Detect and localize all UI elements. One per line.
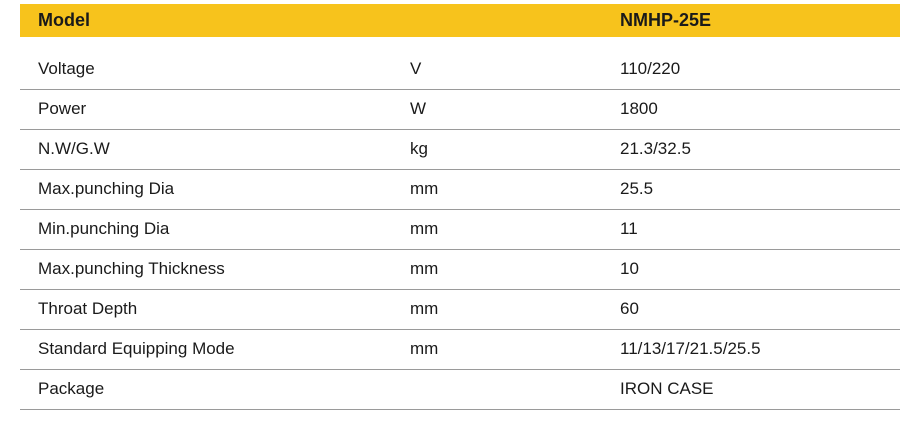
row-divider xyxy=(20,129,900,130)
row-label: Voltage xyxy=(38,59,95,78)
header-row xyxy=(20,4,900,37)
row-unit: W xyxy=(410,99,427,118)
row-label: Standard Equipping Mode xyxy=(38,339,235,358)
row-unit: mm xyxy=(410,219,439,238)
row-label: Package xyxy=(38,379,105,398)
row-label: Power xyxy=(38,99,87,118)
row-divider xyxy=(20,369,900,370)
row-value: 11 xyxy=(620,219,638,238)
row-unit: mm xyxy=(410,259,439,278)
row-unit: V xyxy=(410,59,422,78)
row-unit: kg xyxy=(410,139,428,158)
row-value: 11/13/17/21.5/25.5 xyxy=(620,339,761,358)
row-label: Throat Depth xyxy=(38,299,138,318)
row-label: Max.punching Thickness xyxy=(38,259,225,278)
row-value: 25.5 xyxy=(620,179,654,198)
row-divider xyxy=(20,409,900,410)
row-value: 21.3/32.5 xyxy=(620,139,691,158)
row-divider xyxy=(20,329,900,330)
row-value: IRON CASE xyxy=(620,379,714,398)
row-value: 1800 xyxy=(620,99,658,118)
header-value: NMHP-25E xyxy=(620,10,712,30)
row-divider xyxy=(20,89,900,90)
row-label: N.W/G.W xyxy=(38,139,110,158)
row-unit: mm xyxy=(410,339,439,358)
row-divider xyxy=(20,289,900,290)
row-value: 10 xyxy=(620,259,639,278)
row-value: 110/220 xyxy=(620,59,681,78)
row-divider xyxy=(20,169,900,170)
row-label: Min.punching Dia xyxy=(38,219,170,238)
row-unit: mm xyxy=(410,179,439,198)
row-unit: mm xyxy=(410,299,439,318)
header-label: Model xyxy=(38,10,90,30)
row-label: Max.punching Dia xyxy=(38,179,175,198)
row-value: 60 xyxy=(620,299,639,318)
row-divider xyxy=(20,249,900,250)
row-divider xyxy=(20,209,900,210)
